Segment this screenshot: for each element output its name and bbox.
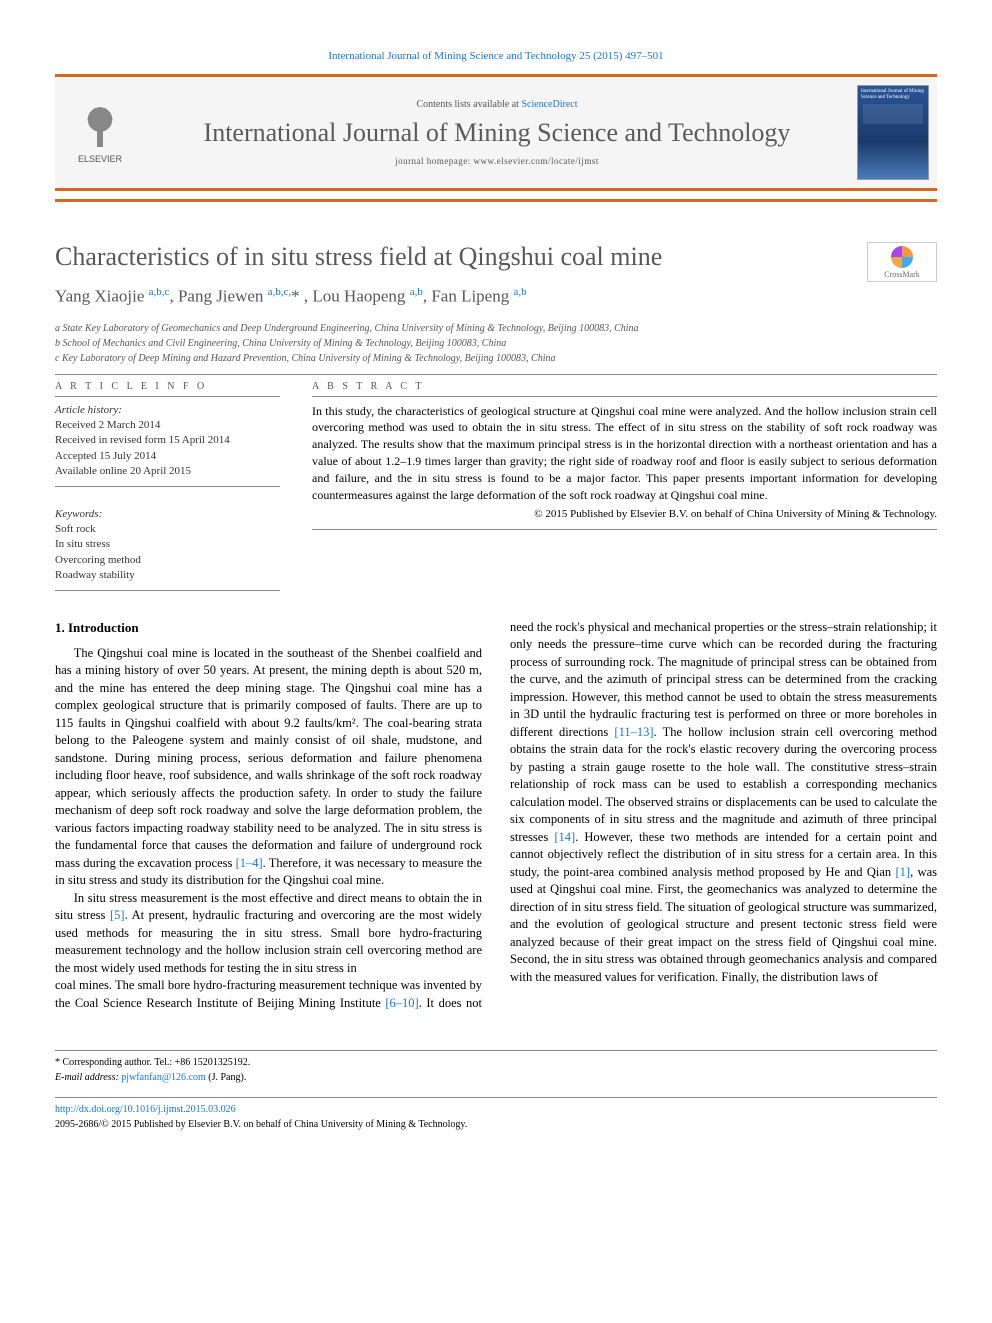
body-columns: 1. Introduction The Qingshui coal mine i… (55, 619, 937, 1013)
elsevier-tree-icon (75, 102, 125, 152)
footer-block: * Corresponding author. Tel.: +86 152013… (55, 1050, 937, 1132)
online-date: Available online 20 April 2015 (55, 464, 280, 479)
article-info-label: A R T I C L E I N F O (55, 381, 280, 392)
keyword: Soft rock (55, 522, 280, 537)
affiliations: a State Key Laboratory of Geomechanics a… (55, 321, 937, 366)
citation-link[interactable]: [5] (110, 908, 125, 922)
crossmark-label: CrossMark (884, 270, 920, 279)
journal-title: International Journal of Mining Science … (153, 118, 841, 148)
publisher-name: ELSEVIER (78, 154, 122, 164)
email-link[interactable]: pjwfanfan@126.com (121, 1072, 205, 1083)
article-history-block: Article history: Received 2 March 2014 R… (55, 396, 280, 487)
keywords-label: Keywords: (55, 507, 280, 522)
affiliation-c: c Key Laboratory of Deep Mining and Haza… (55, 351, 937, 366)
accepted-date: Accepted 15 July 2014 (55, 449, 280, 464)
keywords-block: Keywords: Soft rock In situ stress Overc… (55, 501, 280, 591)
authors-line: Yang Xiaojie a,b,c, Pang Jiewen a,b,c,* … (55, 286, 937, 307)
abstract-block: In this study, the characteristics of ge… (312, 396, 937, 530)
journal-cover-thumbnail: International Journal of Mining Science … (857, 85, 929, 180)
affiliation-a: a State Key Laboratory of Geomechanics a… (55, 321, 937, 336)
citation-link[interactable]: [1–4] (236, 856, 263, 870)
cover-mini-title: International Journal of Mining Science … (861, 89, 925, 100)
keyword: In situ stress (55, 537, 280, 552)
doi-link[interactable]: http://dx.doi.org/10.1016/j.ijmst.2015.0… (55, 1104, 236, 1115)
keyword: Roadway stability (55, 568, 280, 583)
abstract-copyright: © 2015 Published by Elsevier B.V. on beh… (312, 507, 937, 522)
article-title: Characteristics of in situ stress field … (55, 242, 937, 272)
journal-homepage: journal homepage: www.elsevier.com/locat… (153, 156, 841, 166)
body-text: , was used at Qingshui coal mine. First,… (510, 865, 937, 984)
abstract-text: In this study, the characteristics of ge… (312, 404, 937, 502)
citation-link[interactable]: [6–10] (385, 996, 418, 1010)
divider (55, 374, 937, 375)
intro-heading: 1. Introduction (55, 619, 482, 637)
email-line: E-mail address: pjwfanfan@126.com (J. Pa… (55, 1070, 937, 1085)
banner-underbar (55, 199, 937, 202)
journal-banner: ELSEVIER Contents lists available at Sci… (55, 74, 937, 191)
footer-bottom: http://dx.doi.org/10.1016/j.ijmst.2015.0… (55, 1097, 937, 1132)
crossmark-icon (891, 246, 913, 268)
citation-link[interactable]: [14] (554, 830, 575, 844)
elsevier-logo: ELSEVIER (55, 77, 145, 188)
email-label: E-mail address: (55, 1072, 121, 1083)
abstract-label: A B S T R A C T (312, 381, 937, 392)
crossmark-badge[interactable]: CrossMark (867, 242, 937, 282)
journal-reference: International Journal of Mining Science … (55, 50, 937, 62)
body-text: . However, these two methods are intende… (510, 830, 937, 879)
email-tail: (J. Pang). (206, 1072, 247, 1083)
corresponding-author: * Corresponding author. Tel.: +86 152013… (55, 1055, 937, 1070)
body-paragraph: In situ stress measurement is the most e… (55, 890, 482, 978)
body-text: . The hollow inclusion strain cell overc… (510, 725, 937, 844)
received-date: Received 2 March 2014 (55, 418, 280, 433)
contents-prefix: Contents lists available at (416, 99, 521, 110)
keyword: Overcoring method (55, 553, 280, 568)
issn-copyright-line: 2095-2686/© 2015 Published by Elsevier B… (55, 1117, 937, 1132)
affiliation-b: b School of Mechanics and Civil Engineer… (55, 336, 937, 351)
sciencedirect-link[interactable]: ScienceDirect (521, 99, 577, 110)
body-paragraph: The Qingshui coal mine is located in the… (55, 645, 482, 890)
contents-available-line: Contents lists available at ScienceDirec… (153, 99, 841, 110)
body-text: The Qingshui coal mine is located in the… (55, 646, 482, 870)
history-label: Article history: (55, 403, 280, 418)
revised-date: Received in revised form 15 April 2014 (55, 433, 280, 448)
citation-link[interactable]: [11–13] (614, 725, 653, 739)
citation-link[interactable]: [1] (896, 865, 911, 879)
